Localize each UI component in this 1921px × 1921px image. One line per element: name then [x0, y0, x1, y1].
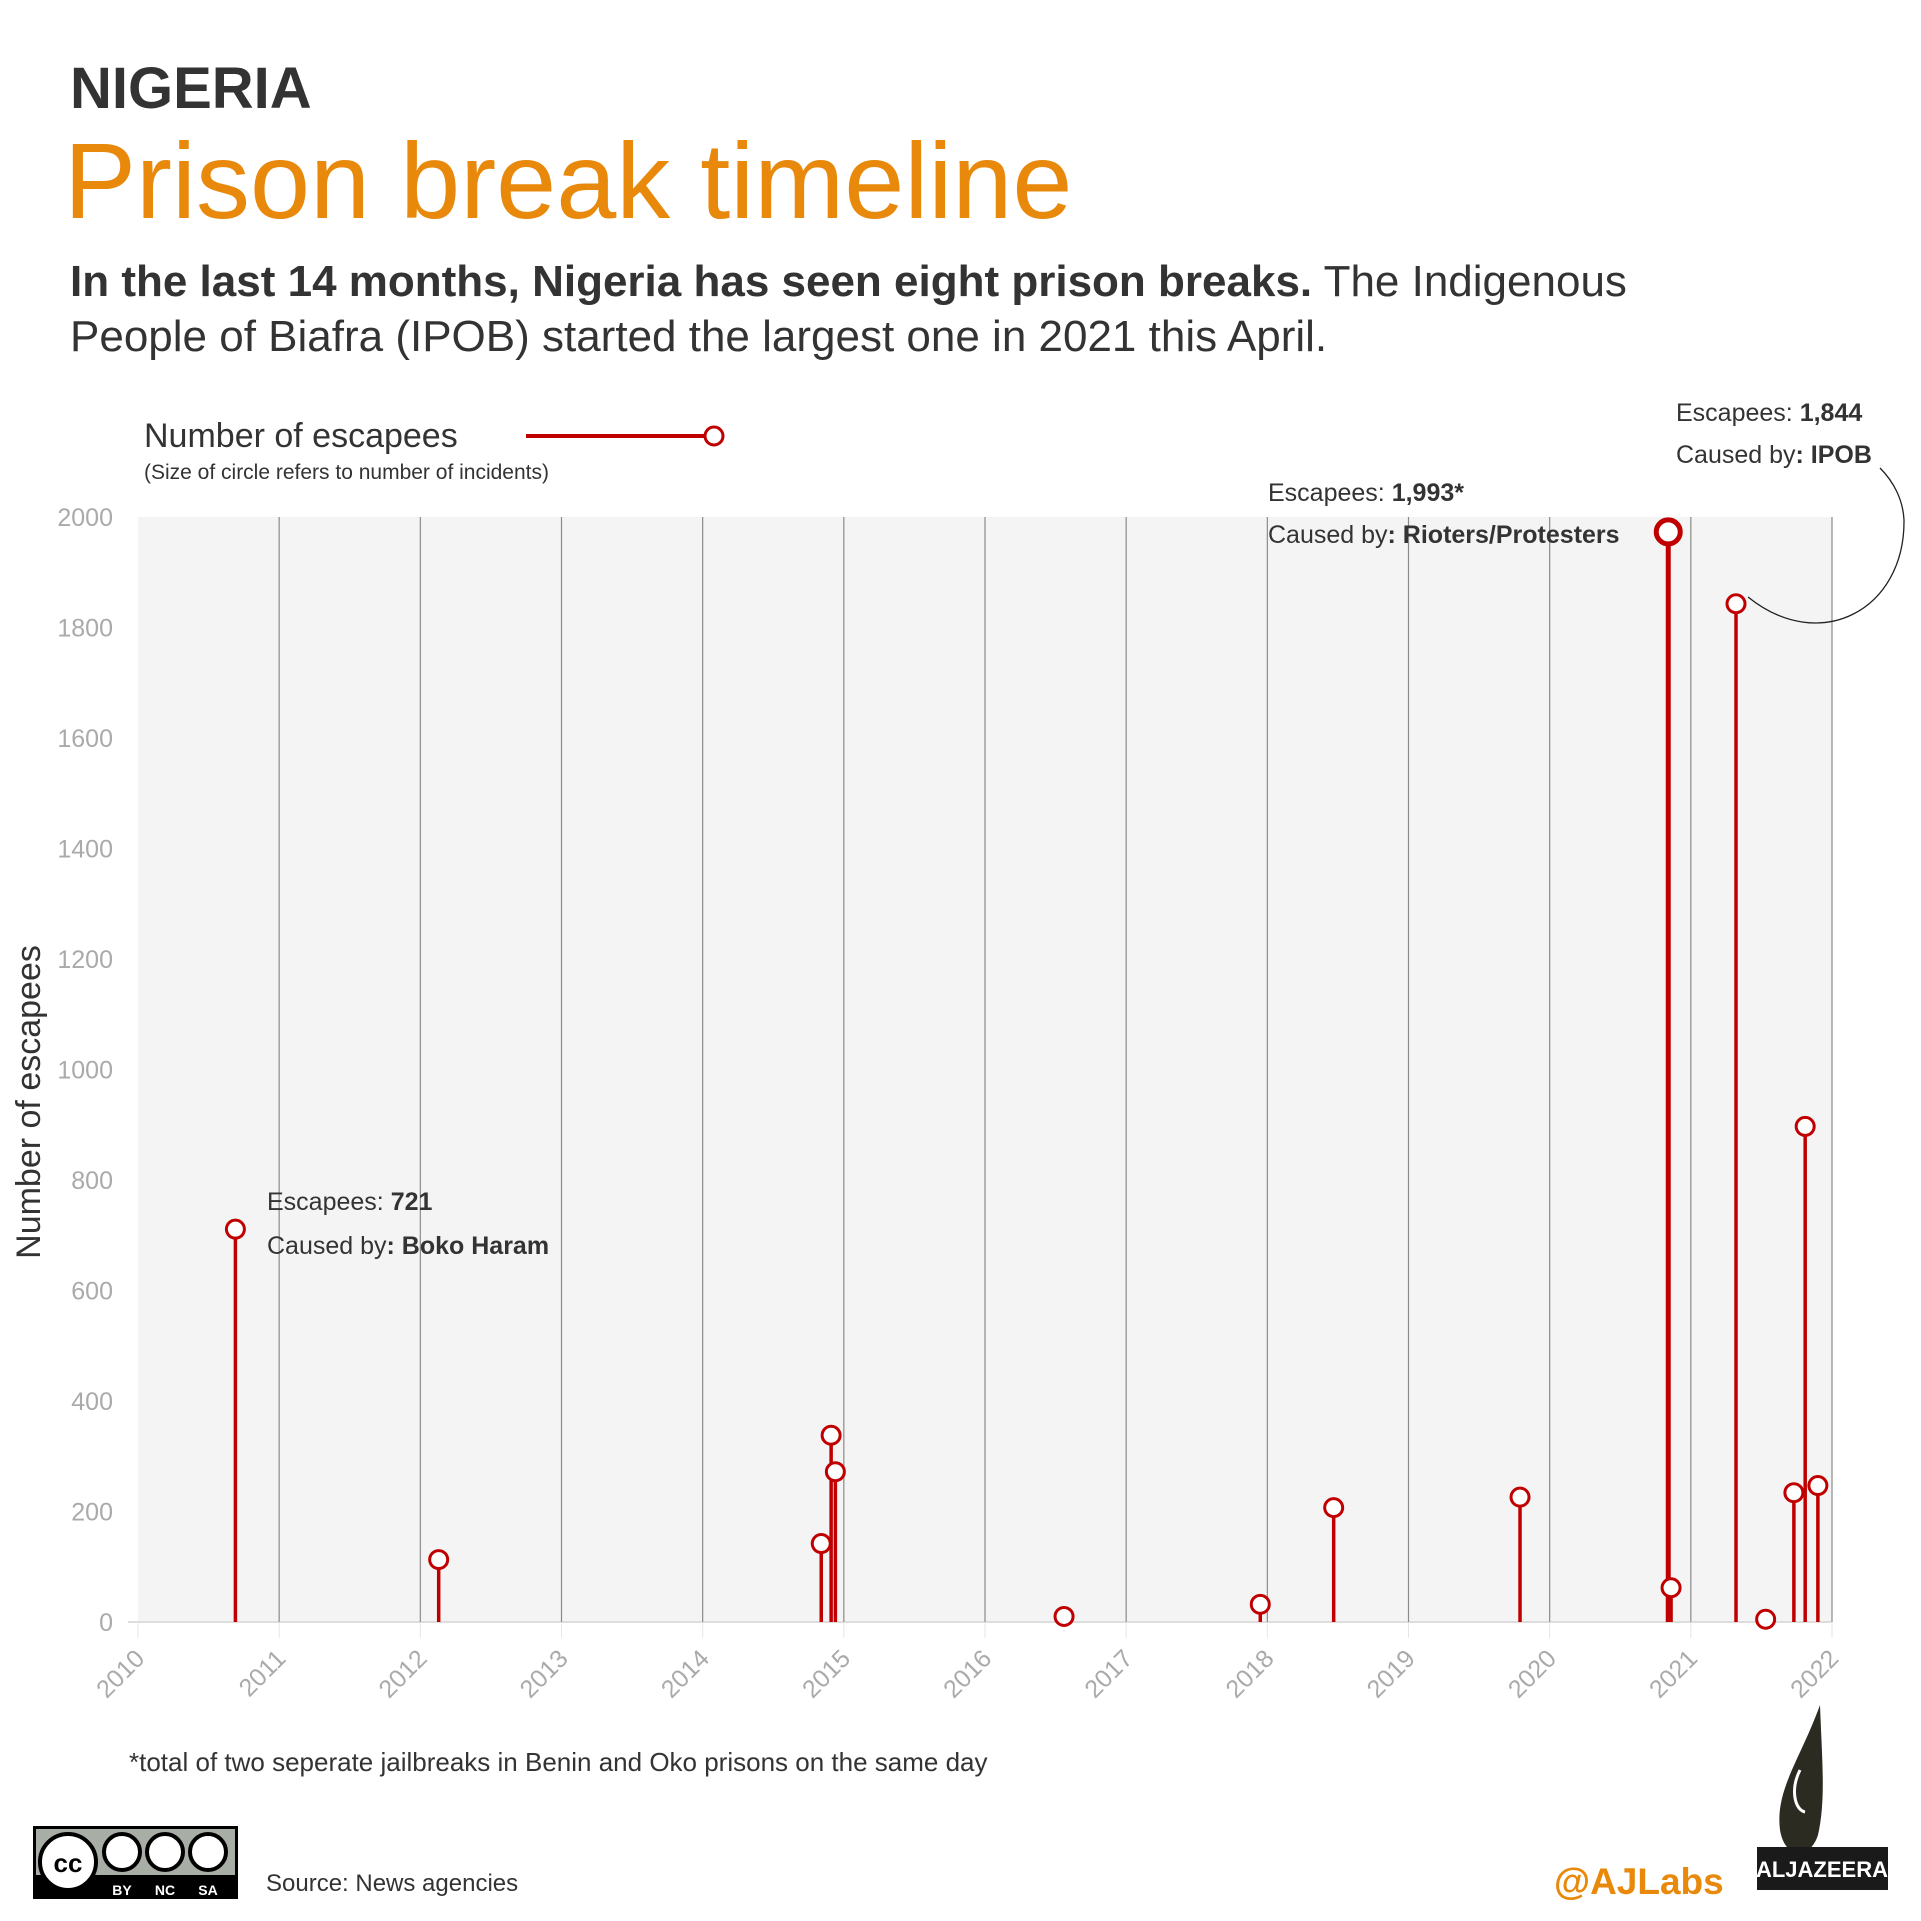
- lollipop-point: [1783, 1482, 1805, 1504]
- annotation-value: : IPOB: [1796, 441, 1872, 469]
- by-label: BY: [112, 1882, 132, 1898]
- country-heading: NIGERIA: [70, 56, 312, 121]
- y-tick-label: 200: [71, 1499, 113, 1527]
- chart-plot-area: 0 200 400 600 800 1000 1200 1400 1600 1800 2000 20…: [57, 504, 1844, 1704]
- svg-text:Caused by: Rioters/Protesters: Caused by: Rioters/Protesters: [1268, 521, 1620, 549]
- y-tick-label: 1400: [57, 836, 113, 864]
- y-tick-label: 1800: [57, 615, 113, 643]
- annotation-label: Caused by: [1268, 521, 1388, 549]
- lollipop-point: [1725, 593, 1747, 615]
- ajlabs-handle[interactable]: @AJLabs: [1554, 1861, 1724, 1902]
- annotation-rioters: Escapees: 1,993* Caused by: Rioters/Prot…: [1268, 479, 1620, 549]
- annotation-value: 1,844: [1800, 399, 1863, 427]
- subtitle-rest: The Indigenous: [1312, 257, 1627, 306]
- aljazeera-logo-icon: ALJAZEERA: [1756, 1705, 1888, 1890]
- annotation-connector: [1747, 467, 1905, 624]
- nc-label: NC: [155, 1882, 175, 1898]
- x-tick-label: 2020: [1503, 1644, 1562, 1703]
- svg-text:Caused by: Boko Haram: Caused by: Boko Haram: [267, 1232, 549, 1260]
- legend-note: (Size of circle refers to number of inci…: [144, 461, 549, 484]
- annotation-value: 1,993*: [1392, 479, 1465, 507]
- annotation-label: Escapees:: [1676, 399, 1800, 427]
- y-tick-label: 1600: [57, 725, 113, 753]
- y-tick-label: 0: [99, 1609, 113, 1637]
- lollipop-point: [1323, 1497, 1345, 1519]
- annotation-ipob: Escapees: 1,844 Caused by: IPOB: [1676, 399, 1872, 469]
- x-tick-label: 2022: [1785, 1644, 1844, 1703]
- annotation-value: : Rioters/Protesters: [1388, 521, 1620, 549]
- x-tick-label: 2021: [1644, 1644, 1703, 1703]
- lollipop-point: [1807, 1475, 1829, 1497]
- lollipop-point: [1053, 1605, 1075, 1627]
- annotation-label: Caused by: [1676, 441, 1796, 469]
- sa-label: SA: [198, 1882, 217, 1898]
- y-tick-label: 1000: [57, 1057, 113, 1085]
- lollipop-point: [224, 1218, 246, 1240]
- legend-label: Number of escapees: [144, 417, 458, 455]
- x-tick-label: 2012: [373, 1644, 432, 1703]
- x-tick-label: 2017: [1079, 1644, 1138, 1703]
- x-tick-label: 2016: [938, 1644, 997, 1703]
- lollipop-point: [428, 1549, 450, 1571]
- x-tick-label: 2013: [515, 1644, 574, 1703]
- subtitle-line-1: In the last 14 months, Nigeria has seen …: [70, 257, 1627, 306]
- lollipop-point: [1653, 517, 1683, 547]
- footnote: *total of two seperate jailbreaks in Ben…: [129, 1747, 988, 1777]
- x-tick-label: 2014: [656, 1644, 715, 1703]
- cc-license-badge[interactable]: cc BY NC SA: [33, 1826, 238, 1899]
- annotation-label: Caused by: [267, 1232, 387, 1260]
- x-tick-label: 2018: [1220, 1644, 1279, 1703]
- lollipop-point: [810, 1533, 832, 1555]
- lollipop-point: [1755, 1608, 1777, 1630]
- source-text: Source: News agencies: [266, 1870, 518, 1897]
- y-tick-label: 400: [71, 1388, 113, 1416]
- y-tick-label: 2000: [57, 504, 113, 532]
- y-tick-label: 600: [71, 1278, 113, 1306]
- annotation-label: Escapees:: [1268, 479, 1392, 507]
- subtitle-bold: In the last 14 months, Nigeria has seen …: [70, 257, 1312, 306]
- annotation-label: Escapees:: [267, 1188, 391, 1216]
- by-icon: [102, 1832, 142, 1872]
- x-tick-label: 2015: [797, 1644, 856, 1703]
- lollipop-point: [820, 1424, 842, 1446]
- x-tick-label: 2011: [234, 1644, 292, 1702]
- legend-circle-icon: [703, 425, 725, 447]
- cc-icon: [38, 1832, 98, 1892]
- svg-text:Caused by: IPOB: Caused by: IPOB: [1676, 441, 1872, 469]
- svg-text:Escapees: 1,993*: Escapees: 1,993*: [1268, 479, 1464, 507]
- y-axis-label: Number of escapees: [10, 945, 48, 1259]
- svg-text:Escapees: 1,844: Escapees: 1,844: [1676, 399, 1862, 427]
- subtitle-line-2: People of Biafra (IPOB) started the larg…: [70, 312, 1327, 361]
- lollipop-point: [1794, 1115, 1816, 1137]
- lollipop-point: [824, 1461, 846, 1483]
- lollipop-point: [1509, 1486, 1531, 1508]
- page-title: Prison break timeline: [64, 120, 1072, 241]
- aljazeera-wordmark: ALJAZEERA: [1756, 1857, 1888, 1882]
- lollipop-point: [1660, 1577, 1682, 1599]
- nc-icon: [145, 1832, 185, 1872]
- y-tick-label: 800: [71, 1167, 113, 1195]
- annotation-boko-haram: Escapees: 721 Caused by: Boko Haram: [267, 1188, 549, 1260]
- annotation-value: : Boko Haram: [387, 1232, 550, 1260]
- annotation-value: 721: [391, 1188, 433, 1216]
- x-tick-label: 2010: [91, 1644, 150, 1703]
- svg-text:Escapees: 721: Escapees: 721: [267, 1188, 432, 1216]
- x-tick-label: 2019: [1362, 1644, 1421, 1703]
- cc-text: cc: [54, 1848, 83, 1878]
- y-tick-label: 1200: [57, 946, 113, 974]
- sa-icon: [188, 1832, 228, 1872]
- lollipop-point: [1249, 1593, 1271, 1615]
